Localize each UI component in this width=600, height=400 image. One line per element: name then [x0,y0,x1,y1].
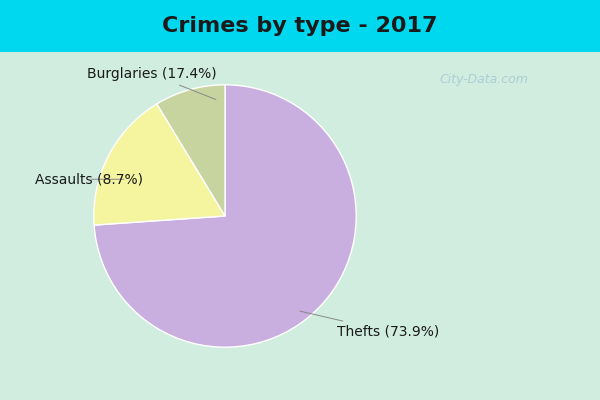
Text: Assaults (8.7%): Assaults (8.7%) [35,172,143,186]
Bar [0,52,600,400]
Wedge shape [94,104,225,225]
Wedge shape [157,85,225,216]
Text: Crimes by type - 2017: Crimes by type - 2017 [162,16,438,36]
Text: City-Data.com: City-Data.com [439,74,528,86]
Text: Thefts (73.9%): Thefts (73.9%) [300,311,439,338]
Text: Burglaries (17.4%): Burglaries (17.4%) [87,67,217,100]
Wedge shape [94,85,356,347]
